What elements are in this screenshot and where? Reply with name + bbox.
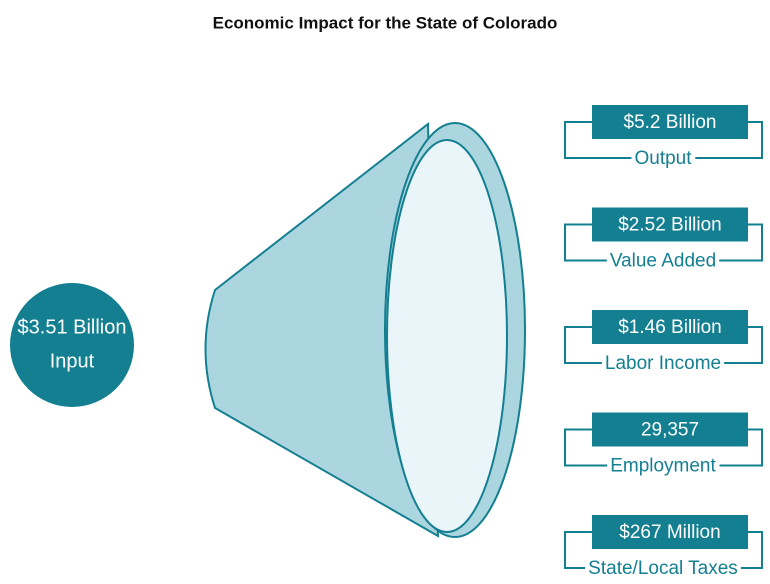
output-value: $267 Million bbox=[619, 522, 720, 543]
output-value: $5.2 Billion bbox=[624, 112, 717, 133]
outputs: $5.2 Billion Output $2.52 Billion Value Add… bbox=[564, 105, 763, 580]
cone bbox=[204, 121, 440, 538]
output-label: Labor Income bbox=[605, 353, 721, 374]
label-bg bbox=[585, 558, 741, 580]
label-bg bbox=[601, 353, 725, 375]
title: Economic Impact for the State of Colorad… bbox=[213, 13, 558, 32]
output-label: State/Local Taxes bbox=[588, 558, 738, 579]
label-bg bbox=[606, 250, 720, 272]
output-label: Value Added bbox=[610, 251, 716, 272]
label-bg bbox=[631, 148, 696, 170]
value-box bbox=[592, 105, 748, 139]
cone-opening bbox=[386, 139, 508, 533]
output-value: $1.46 Billion bbox=[618, 317, 722, 338]
output-label: Employment bbox=[610, 456, 716, 477]
input-label: Input bbox=[50, 350, 95, 372]
output-label: Output bbox=[634, 148, 692, 169]
value-box bbox=[592, 310, 748, 344]
label-bg bbox=[607, 455, 720, 477]
output-value: $2.52 Billion bbox=[618, 215, 722, 236]
value-box bbox=[592, 412, 748, 447]
output-value: 29,357 bbox=[641, 420, 699, 441]
input-value: $3.51 Billion bbox=[18, 316, 127, 338]
value-box bbox=[592, 515, 748, 549]
input-circle bbox=[10, 283, 134, 407]
value-box bbox=[592, 207, 748, 242]
